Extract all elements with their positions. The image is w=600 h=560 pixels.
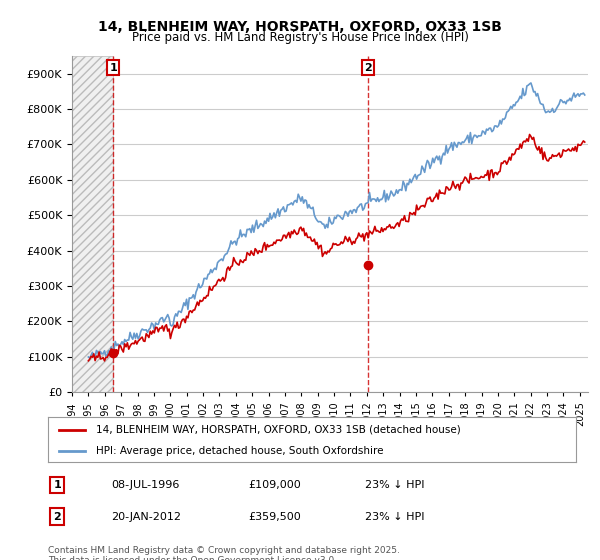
Bar (72, 56, 113, 392)
Text: Contains HM Land Registry data © Crown copyright and database right 2025.
This d: Contains HM Land Registry data © Crown c… (48, 546, 400, 560)
Text: 23% ↓ HPI: 23% ↓ HPI (365, 480, 424, 490)
Text: 1: 1 (109, 63, 117, 73)
Text: 08-JUL-1996: 08-JUL-1996 (112, 480, 180, 490)
Text: 14, BLENHEIM WAY, HORSPATH, OXFORD, OX33 1SB (detached house): 14, BLENHEIM WAY, HORSPATH, OXFORD, OX33… (95, 424, 460, 435)
Text: 2: 2 (364, 63, 371, 73)
Text: £359,500: £359,500 (248, 512, 301, 521)
Text: £109,000: £109,000 (248, 480, 301, 490)
Text: 1: 1 (53, 480, 61, 490)
Text: 2: 2 (53, 512, 61, 521)
Text: 20-JAN-2012: 20-JAN-2012 (112, 512, 181, 521)
Text: HPI: Average price, detached house, South Oxfordshire: HPI: Average price, detached house, Sout… (95, 446, 383, 456)
Text: 14, BLENHEIM WAY, HORSPATH, OXFORD, OX33 1SB: 14, BLENHEIM WAY, HORSPATH, OXFORD, OX33… (98, 20, 502, 34)
Text: Price paid vs. HM Land Registry's House Price Index (HPI): Price paid vs. HM Land Registry's House … (131, 31, 469, 44)
Text: 23% ↓ HPI: 23% ↓ HPI (365, 512, 424, 521)
